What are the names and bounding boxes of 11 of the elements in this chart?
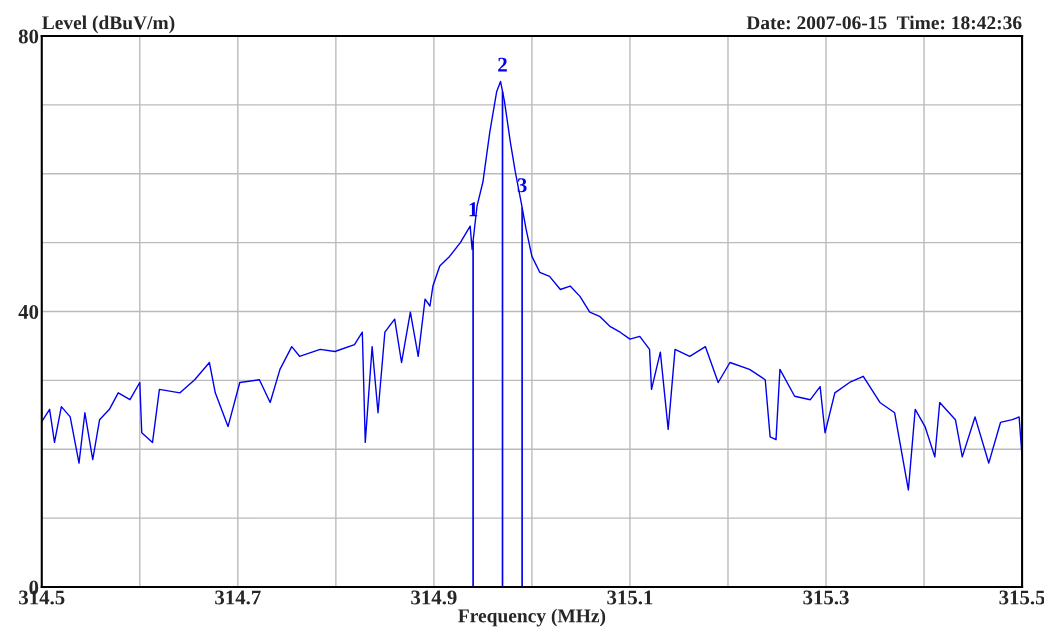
x-tick-label: 314.7 <box>215 590 261 605</box>
x-tick-label: 314.9 <box>411 590 457 605</box>
annotation: 2 <box>498 57 507 72</box>
y-tick-label: 80 <box>18 29 39 44</box>
x-tick-label: 315.5 <box>999 590 1044 605</box>
x-tick-label: 315.1 <box>607 590 653 605</box>
y-axis-title: Level (dBuV/m) <box>42 15 175 34</box>
y-tick-label: 40 <box>18 304 39 319</box>
x-axis-title: Frequency (MHz) <box>458 608 606 627</box>
text: Date: 2007-06-15 Time: 18:42:36 <box>746 15 1022 30</box>
x-tick-label: 315.3 <box>803 590 849 605</box>
